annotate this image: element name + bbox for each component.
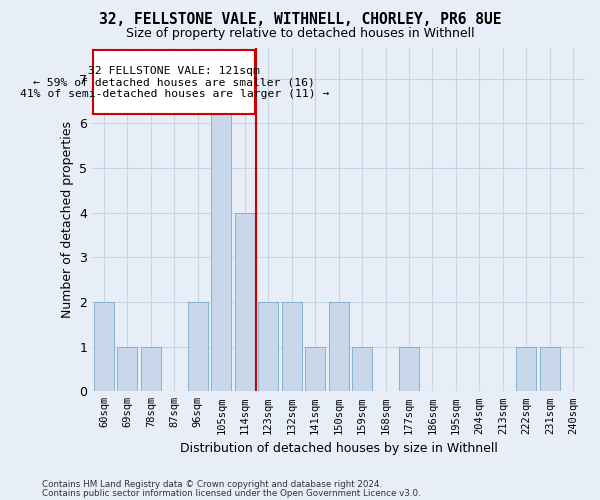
Text: Contains public sector information licensed under the Open Government Licence v3: Contains public sector information licen… bbox=[42, 490, 421, 498]
FancyBboxPatch shape bbox=[94, 50, 255, 114]
Bar bbox=[118, 346, 137, 392]
Text: Contains HM Land Registry data © Crown copyright and database right 2024.: Contains HM Land Registry data © Crown c… bbox=[42, 480, 382, 489]
Bar bbox=[141, 346, 161, 392]
Bar bbox=[258, 302, 278, 392]
Bar bbox=[235, 212, 254, 392]
Bar bbox=[517, 346, 536, 392]
Text: 32, FELLSTONE VALE, WITHNELL, CHORLEY, PR6 8UE: 32, FELLSTONE VALE, WITHNELL, CHORLEY, P… bbox=[99, 12, 501, 28]
Bar bbox=[540, 346, 560, 392]
Y-axis label: Number of detached properties: Number of detached properties bbox=[61, 121, 74, 318]
Bar bbox=[94, 302, 114, 392]
Bar bbox=[281, 302, 302, 392]
Bar bbox=[305, 346, 325, 392]
Bar bbox=[188, 302, 208, 392]
Text: Size of property relative to detached houses in Withnell: Size of property relative to detached ho… bbox=[125, 28, 475, 40]
Bar bbox=[399, 346, 419, 392]
X-axis label: Distribution of detached houses by size in Withnell: Distribution of detached houses by size … bbox=[179, 442, 497, 455]
Bar bbox=[329, 302, 349, 392]
Text: 32 FELLSTONE VALE: 121sqm
← 59% of detached houses are smaller (16)
41% of semi-: 32 FELLSTONE VALE: 121sqm ← 59% of detac… bbox=[20, 66, 329, 98]
Bar bbox=[211, 79, 231, 392]
Bar bbox=[352, 346, 372, 392]
